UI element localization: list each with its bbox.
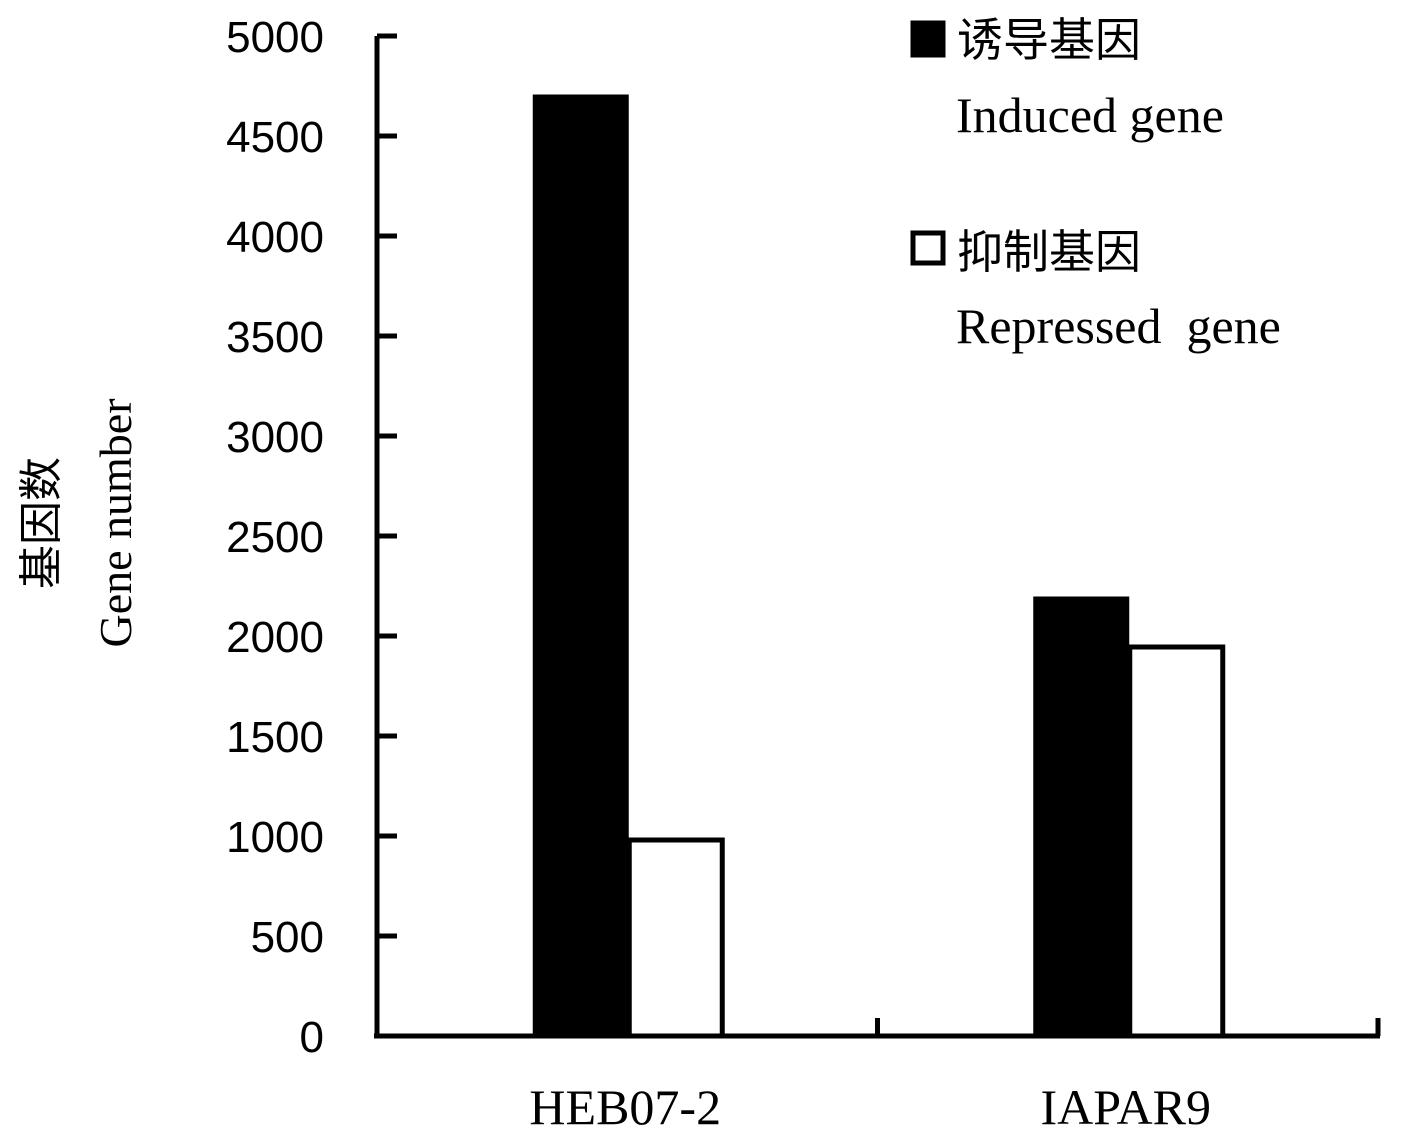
y-tick-label: 2500 xyxy=(226,513,324,562)
bar-repressed-iapar9 xyxy=(1127,644,1226,1039)
legend: 诱导基因 Induced gene 抑制基因 Repressed gene xyxy=(910,13,1281,354)
bar-repressed-heb07-2 xyxy=(626,837,725,1039)
bar-induced-heb07-2 xyxy=(532,94,629,1038)
legend-item-repressed: 抑制基因 Repressed gene xyxy=(910,225,1281,354)
legend-label-induced-zh: 诱导基因 xyxy=(957,13,1141,67)
legend-item-induced: 诱导基因 Induced gene xyxy=(910,13,1224,143)
y-axis-title-zh: 基因数 xyxy=(16,457,67,589)
y-axis-title: 基因数 Gene number xyxy=(16,398,141,647)
x-category-label: IAPAR9 xyxy=(1041,1079,1211,1135)
legend-label-repressed-en: Repressed gene xyxy=(956,298,1281,354)
y-tick-label: 5000 xyxy=(226,13,324,62)
y-tick-label: 4500 xyxy=(226,113,324,162)
y-tick-label: 1500 xyxy=(226,713,324,762)
y-tick-label: 3500 xyxy=(226,313,324,362)
legend-swatch-induced xyxy=(910,20,946,58)
legend-swatch-repressed xyxy=(910,230,946,266)
legend-label-repressed-zh: 抑制基因 xyxy=(957,225,1141,279)
x-axis-category-labels: HEB07-2 IAPAR9 xyxy=(529,1079,1211,1135)
y-tick-label: 4000 xyxy=(226,213,324,262)
bar-induced-iapar9 xyxy=(1033,596,1130,1038)
x-axis-ticks xyxy=(875,1018,1381,1036)
y-axis-title-en: Gene number xyxy=(90,398,141,647)
y-tick-label: 500 xyxy=(251,913,324,962)
y-tick-label: 0 xyxy=(300,1013,324,1062)
y-axis-ticks: 0 500 1000 1500 2000 2500 3000 3500 4000 4500 5000 xyxy=(226,13,397,1062)
bar-series xyxy=(532,94,1226,1039)
legend-label-induced-en: Induced gene xyxy=(956,87,1224,143)
y-tick-label: 3000 xyxy=(226,413,324,462)
y-tick-label: 1000 xyxy=(226,813,324,862)
y-tick-label: 2000 xyxy=(226,613,324,662)
x-category-label: HEB07-2 xyxy=(529,1079,721,1135)
